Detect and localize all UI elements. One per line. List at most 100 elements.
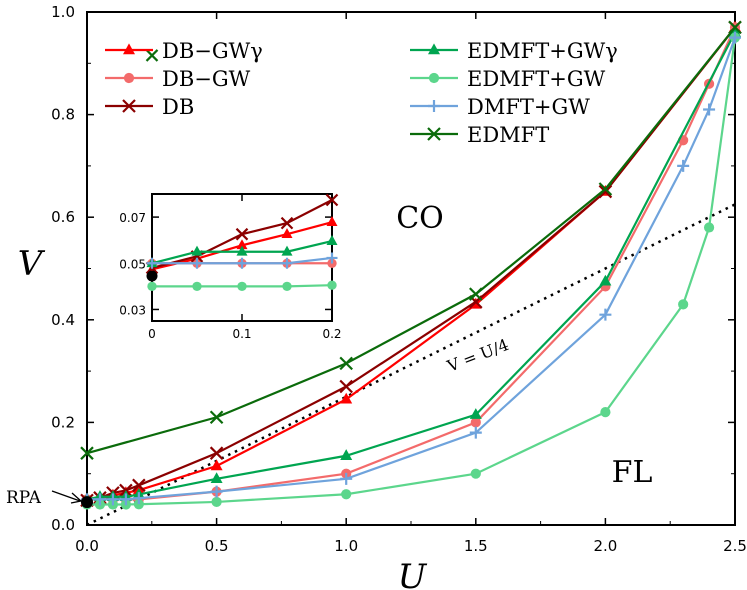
x-tick-label: 1.5: [464, 537, 488, 555]
marker-triangle: [326, 235, 338, 245]
marker-triangle: [281, 245, 293, 256]
marker-x: [280, 216, 294, 230]
legend-label: DB−GWγ: [162, 39, 263, 63]
marker-plus: [132, 492, 145, 505]
marker-circle: [133, 499, 144, 510]
rpa-point: [81, 496, 93, 509]
marker-plus: [236, 257, 248, 269]
legend-label: DMFT+GW: [467, 95, 590, 119]
marker-plus: [191, 257, 203, 269]
marker-x: [598, 182, 613, 196]
marker-x: [427, 127, 441, 141]
series-line-2: [86, 26, 736, 502]
inset-x-tick-label: 0.1: [232, 327, 251, 341]
guide-line-v-eq-u-over-4: [86, 203, 736, 527]
inset-x-tick-label: 0: [148, 327, 156, 341]
y-axis-label: V: [18, 244, 46, 284]
annotation-co: CO: [396, 201, 444, 236]
marker-x: [80, 446, 94, 460]
y-tick-label: 1.0: [51, 3, 75, 21]
y-tick-label: 0.2: [51, 413, 75, 431]
marker-plus: [428, 100, 440, 112]
marker-circle: [282, 281, 292, 292]
x-tick-label: 0.5: [205, 537, 229, 555]
y-tick-label: 0.8: [51, 106, 75, 124]
marker-circle: [327, 280, 337, 290]
marker-triangle: [599, 274, 612, 286]
marker-circle: [678, 299, 689, 310]
inset-series-group: [145, 49, 339, 292]
y-tick-label: 0.6: [51, 208, 75, 226]
marker-triangle: [326, 216, 338, 227]
marker-x: [145, 49, 159, 62]
marker-x: [235, 227, 249, 241]
legend-item: DB−GW: [105, 67, 251, 91]
marker-circle: [192, 281, 202, 292]
legend-item: DB: [105, 95, 194, 119]
x-axis-label: U: [398, 557, 428, 590]
marker-plus: [340, 472, 353, 485]
inset-y-tick-label: 0.07: [119, 211, 146, 225]
marker-plus: [599, 308, 612, 321]
series-group: [80, 20, 742, 510]
marker-circle: [600, 407, 611, 418]
marker-circle: [341, 489, 352, 500]
marker-triangle: [340, 392, 353, 404]
legend-item: DB−GWγ: [105, 39, 263, 63]
x-tick-label: 0.0: [75, 537, 99, 555]
marker-triangle: [123, 43, 135, 55]
marker-x: [132, 478, 146, 493]
inset-x-tick-label: 0.2: [322, 327, 341, 341]
marker-circle: [428, 72, 440, 84]
legend-label: EDMFT+GWγ: [467, 39, 618, 63]
legend-label: EDMFT+GW: [467, 67, 606, 91]
annotation-fl: FL: [612, 455, 653, 490]
marker-triangle: [428, 43, 440, 55]
marker-x: [209, 410, 224, 425]
marker-plus: [703, 103, 716, 116]
marker-plus: [106, 493, 119, 506]
y-tick-label: 0.4: [51, 311, 75, 329]
legend-item: EDMFT: [410, 123, 549, 147]
inset-y-tick-label: 0.05: [119, 257, 146, 271]
marker-triangle: [236, 239, 248, 250]
legend-label: DB: [162, 95, 194, 119]
marker-x: [325, 193, 339, 207]
x-tick-label: 1.0: [334, 537, 358, 555]
marker-circle: [147, 281, 157, 292]
marker-plus: [146, 257, 158, 269]
marker-x: [339, 356, 353, 371]
legend-label: EDMFT: [467, 123, 549, 147]
marker-plus: [677, 159, 690, 172]
x-tick-label: 2.0: [593, 537, 617, 555]
y-tick-label: 0.0: [51, 516, 75, 534]
marker-x: [728, 20, 742, 35]
marker-circle: [470, 468, 481, 479]
marker-x: [122, 99, 136, 113]
marker-triangle: [469, 408, 482, 419]
marker-plus: [326, 252, 338, 264]
inset-rpa-point: [146, 270, 158, 282]
marker-circle: [237, 281, 247, 292]
marker-triangle: [191, 245, 203, 256]
series-line-3: [86, 32, 736, 501]
marker-triangle: [210, 472, 223, 484]
inset-y-tick-label: 0.03: [119, 303, 146, 317]
legend-item: DMFT+GW: [410, 95, 590, 119]
marker-plus: [93, 493, 106, 506]
marker-plus: [210, 485, 223, 498]
marker-plus: [119, 493, 132, 506]
marker-circle: [123, 72, 135, 84]
marker-triangle: [281, 228, 293, 239]
marker-triangle: [210, 459, 223, 471]
marker-x: [469, 287, 483, 301]
annotation-rpa: RPA: [6, 488, 42, 508]
rpa-arrow: [51, 490, 83, 504]
legend-label: DB−GW: [162, 67, 251, 91]
marker-x: [209, 446, 224, 460]
series-line-6: [86, 26, 736, 455]
marker-circle: [470, 417, 481, 428]
x-tick-label: 2.5: [723, 537, 747, 555]
legend-item: EDMFT+GWγ: [410, 39, 618, 63]
marker-plus: [469, 426, 482, 439]
